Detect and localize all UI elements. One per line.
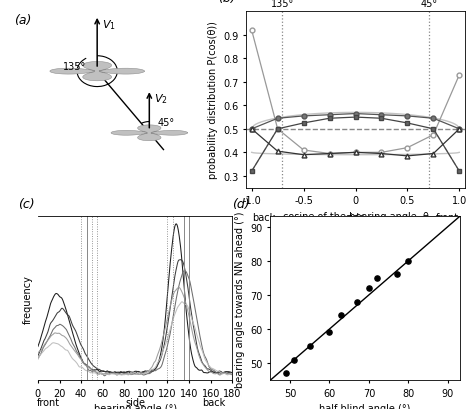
Point (326, 329, 333, 336)
Point (282, 370, 290, 377)
Text: 45°: 45° (158, 118, 175, 128)
Text: 135°: 135° (63, 61, 86, 72)
Text: 135°: 135° (271, 0, 294, 9)
Text: $V_2$: $V_2$ (154, 92, 168, 106)
Text: side: side (125, 397, 145, 407)
Polygon shape (50, 62, 145, 81)
Y-axis label: bearing angle towards NN ahead (°): bearing angle towards NN ahead (°) (235, 211, 245, 387)
Text: 45°: 45° (420, 0, 438, 9)
Point (365, 285, 373, 292)
Text: (a): (a) (14, 14, 31, 27)
Text: back: back (202, 397, 226, 407)
Y-axis label: probability distribution P(cos(θ)): probability distribution P(cos(θ)) (208, 21, 218, 179)
Text: front: front (436, 213, 459, 223)
Text: (c): (c) (18, 197, 35, 210)
Y-axis label: frequency: frequency (22, 274, 32, 323)
Point (393, 272, 401, 278)
Point (290, 357, 298, 363)
Text: side: side (346, 213, 365, 223)
X-axis label: half blind angle (°): half blind angle (°) (319, 404, 410, 409)
X-axis label: cosine of the bearing angle, θ: cosine of the bearing angle, θ (283, 211, 428, 221)
Text: front: front (37, 397, 60, 407)
X-axis label: bearing angle (°): bearing angle (°) (93, 404, 177, 409)
Text: back: back (252, 213, 275, 223)
Point (373, 275, 381, 281)
Text: (d): (d) (232, 197, 250, 210)
Point (353, 299, 361, 305)
Text: $V_1$: $V_1$ (102, 18, 116, 31)
Point (306, 343, 313, 350)
Point (405, 258, 412, 264)
Polygon shape (111, 126, 188, 142)
Point (337, 312, 345, 319)
Text: (b): (b) (218, 0, 236, 5)
